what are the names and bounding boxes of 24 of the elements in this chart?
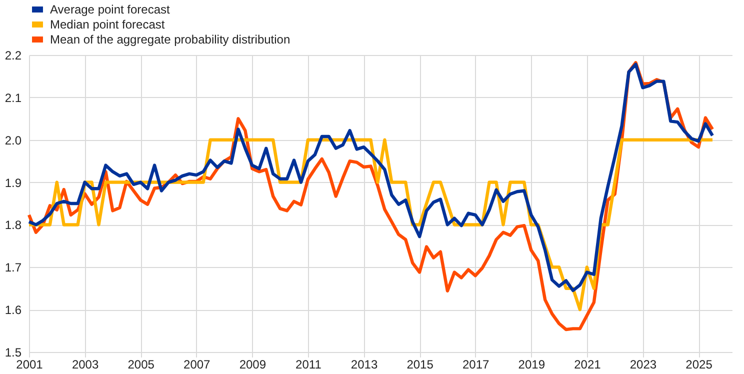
y-tick-label: 1.6 xyxy=(4,303,22,318)
y-tick-label: 1.8 xyxy=(4,218,22,232)
y-tick-label: 2.0 xyxy=(4,133,22,148)
x-tick-label: 2005 xyxy=(128,358,155,372)
x-tick-label: 2009 xyxy=(239,358,266,372)
x-tick-label: 2023 xyxy=(630,358,657,372)
x-tick-label: 2019 xyxy=(518,358,546,372)
y-tick-label: 1.5 xyxy=(4,346,22,360)
x-tick-label: 2025 xyxy=(686,358,713,372)
x-tick-label: 2003 xyxy=(72,358,99,372)
x-tick-label: 2007 xyxy=(184,358,211,372)
legend-label: Average point forecast xyxy=(50,2,171,16)
y-tick-label: 2.2 xyxy=(4,48,22,62)
x-tick-label: 2013 xyxy=(350,358,378,372)
legend-label: Mean of the aggregate probability distribution xyxy=(50,32,290,46)
x-tick-label: 2015 xyxy=(406,358,434,372)
y-tick-label: 1.9 xyxy=(4,176,22,190)
x-tick-label: 2001 xyxy=(16,358,44,372)
y-tick-label: 2.1 xyxy=(4,90,22,105)
x-tick-label: 2021 xyxy=(574,358,602,372)
x-tick-label: 2017 xyxy=(462,358,490,372)
x-tick-label: 2011 xyxy=(296,358,322,372)
legend-label: Median point forecast xyxy=(50,18,166,32)
y-tick-label: 1.7 xyxy=(4,260,22,275)
